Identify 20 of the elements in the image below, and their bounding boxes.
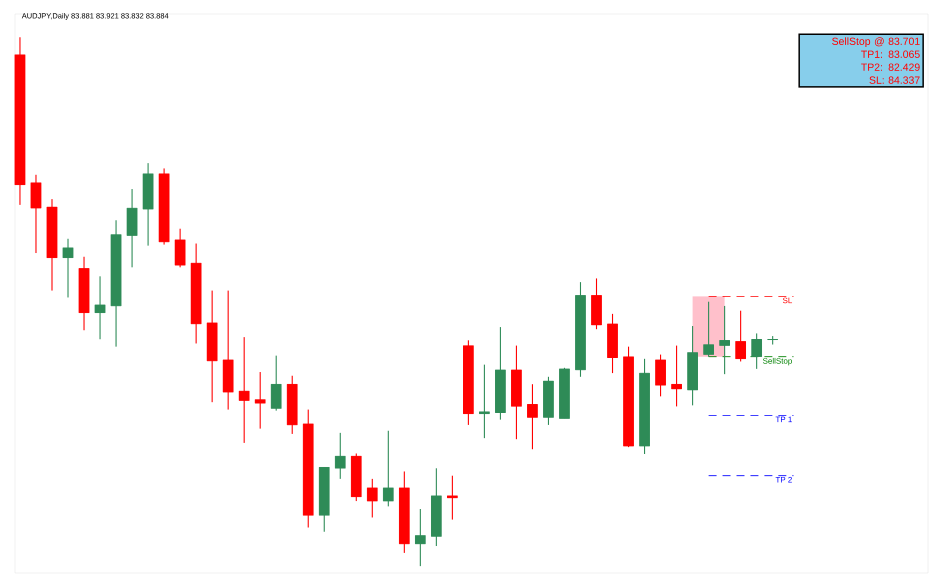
candlestick [735, 310, 746, 362]
candlestick [254, 371, 266, 430]
candlestick [238, 336, 250, 444]
candlestick [751, 332, 762, 370]
text: TP2: 82.429 [861, 63, 920, 71]
candlestick [527, 384, 538, 450]
candlestick [479, 364, 490, 439]
text: SellStop @ 83.701 [832, 37, 920, 48]
candlestick [414, 508, 426, 567]
candlestick [62, 238, 74, 298]
candlestick [334, 432, 346, 480]
candlestick [382, 430, 394, 507]
candlestick [719, 305, 730, 375]
candlestick [366, 478, 378, 518]
candlestick [671, 345, 682, 407]
text: SL: 84.337 [869, 76, 920, 84]
candlestick [94, 276, 106, 340]
candlestick [703, 301, 714, 358]
candlestick [446, 475, 458, 520]
text: TP1: 83.065 [861, 50, 920, 58]
